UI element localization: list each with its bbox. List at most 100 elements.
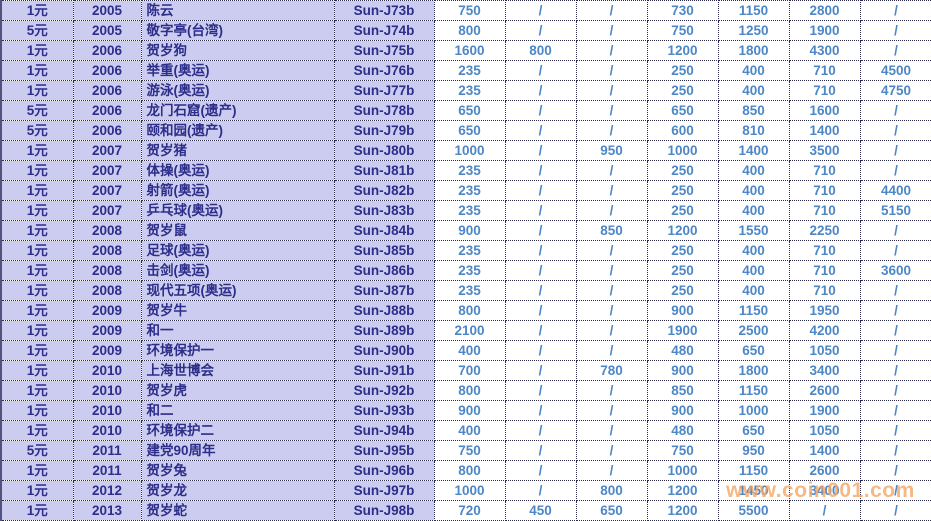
price-cell: / [504, 20, 577, 41]
year-cell: 2010 [72, 360, 142, 381]
price-cell: / [859, 160, 931, 181]
catalog-code-cell: Sun-J76b [333, 60, 435, 81]
price-cell: 2250 [788, 220, 861, 241]
price-cell: / [504, 320, 577, 341]
price-cell: 1900 [788, 20, 861, 41]
price-cell: 950 [575, 140, 648, 161]
price-cell: 1400 [717, 140, 790, 161]
price-cell: 900 [646, 360, 719, 381]
price-cell: / [859, 100, 931, 121]
price-cell: 800 [575, 480, 648, 501]
price-cell: 800 [433, 460, 506, 481]
price-cell: 650 [717, 420, 790, 441]
price-cell: / [859, 280, 931, 301]
price-cell: 400 [717, 60, 790, 81]
price-cell: 4750 [859, 80, 931, 101]
denomination-cell: 1元 [0, 40, 74, 61]
price-cell: 750 [646, 440, 719, 461]
name-cell: 贺岁龙 [140, 480, 335, 501]
denomination-cell: 1元 [0, 460, 74, 481]
year-cell: 2011 [72, 440, 142, 461]
price-cell: 1000 [646, 460, 719, 481]
price-cell: / [575, 120, 648, 141]
denomination-cell: 1元 [0, 400, 74, 421]
catalog-code-cell: Sun-J88b [333, 300, 435, 321]
price-cell: / [575, 340, 648, 361]
price-cell: / [575, 20, 648, 41]
catalog-code-cell: Sun-J85b [333, 240, 435, 261]
price-cell: 250 [646, 200, 719, 221]
table-row: 1元 2007 射箭(奥运) Sun-J82b 235//250 400 710 4400 [0, 180, 931, 201]
price-cell: / [859, 460, 931, 481]
price-cell: 400 [717, 200, 790, 221]
price-cell: 450 [504, 500, 577, 521]
year-cell: 2008 [72, 220, 142, 241]
name-cell: 举重(奥运) [140, 60, 335, 81]
table-row: 1元 2005 陈云 Sun-J73b 750//730 1150 2800/ [0, 0, 931, 21]
price-cell: / [504, 200, 577, 221]
year-cell: 2006 [72, 60, 142, 81]
price-cell: 850 [717, 100, 790, 121]
price-cell: 710 [788, 200, 861, 221]
price-cell: 900 [433, 220, 506, 241]
price-cell: 650 [575, 500, 648, 521]
price-cell: 400 [717, 280, 790, 301]
price-cell: / [504, 280, 577, 301]
price-cell: 730 [646, 0, 719, 21]
table-row: 1元 2006 贺岁狗 Sun-J75b 1600 800/1200 1800 4300/ [0, 40, 931, 61]
price-cell: / [504, 360, 577, 381]
catalog-code-cell: Sun-J74b [333, 20, 435, 41]
price-cell: 1900 [646, 320, 719, 341]
denomination-cell: 1元 [0, 180, 74, 201]
price-cell: 235 [433, 280, 506, 301]
table-row: 5元 2005 敬字亭(台湾) Sun-J74b 800//750 1250 1900/ [0, 20, 931, 41]
denomination-cell: 1元 [0, 60, 74, 81]
price-cell: 235 [433, 260, 506, 281]
catalog-code-cell: Sun-J75b [333, 40, 435, 61]
price-cell: / [504, 380, 577, 401]
denomination-cell: 1元 [0, 140, 74, 161]
price-cell: / [575, 40, 648, 61]
denomination-cell: 1元 [0, 320, 74, 341]
table-row: 5元 2006 龙门石窟(遗产) Sun-J78b 650//650 850 1600/ [0, 100, 931, 121]
catalog-code-cell: Sun-J84b [333, 220, 435, 241]
denomination-cell: 1元 [0, 300, 74, 321]
name-cell: 贺岁猪 [140, 140, 335, 161]
name-cell: 上海世博会 [140, 360, 335, 381]
price-cell: 1600 [788, 100, 861, 121]
denomination-cell: 5元 [0, 120, 74, 141]
price-cell: / [575, 60, 648, 81]
catalog-code-cell: Sun-J83b [333, 200, 435, 221]
price-cell: 4300 [788, 40, 861, 61]
price-cell: 400 [717, 240, 790, 261]
denomination-cell: 1元 [0, 0, 74, 21]
table-row: 1元 2008 击剑(奥运) Sun-J86b 235//250 400 710 3600 [0, 260, 931, 281]
price-cell: / [859, 40, 931, 61]
price-cell: / [859, 220, 931, 241]
name-cell: 体操(奥运) [140, 160, 335, 181]
price-cell: 710 [788, 160, 861, 181]
price-cell: / [504, 340, 577, 361]
price-cell: / [859, 420, 931, 441]
price-cell: / [859, 240, 931, 261]
price-cell: / [504, 140, 577, 161]
price-cell: 1900 [788, 400, 861, 421]
price-cell: / [575, 280, 648, 301]
denomination-cell: 1元 [0, 340, 74, 361]
price-cell: / [504, 420, 577, 441]
price-cell: / [859, 140, 931, 161]
denomination-cell: 1元 [0, 420, 74, 441]
price-cell: 2600 [788, 460, 861, 481]
price-cell: / [504, 120, 577, 141]
year-cell: 2007 [72, 180, 142, 201]
price-cell: 1550 [717, 220, 790, 241]
price-cell: 250 [646, 280, 719, 301]
price-cell: / [575, 440, 648, 461]
year-cell: 2010 [72, 420, 142, 441]
price-cell: 810 [717, 120, 790, 141]
name-cell: 建党90周年 [140, 440, 335, 461]
price-cell: 900 [433, 400, 506, 421]
price-cell: / [504, 60, 577, 81]
price-cell: / [575, 460, 648, 481]
price-cell: 1800 [717, 360, 790, 381]
